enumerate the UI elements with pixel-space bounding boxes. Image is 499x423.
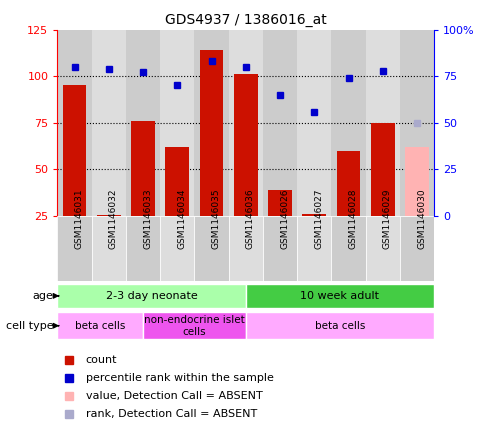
Bar [302,214,326,216]
Bar [229,216,263,281]
Text: percentile rank within the sample: percentile rank within the sample [86,373,273,383]
Bar [143,312,246,339]
Bar [336,151,360,216]
Text: GSM1146033: GSM1146033 [143,189,152,249]
Text: value, Detection Call = ABSENT: value, Detection Call = ABSENT [86,391,262,401]
Bar [297,30,331,216]
Bar [246,312,434,339]
Text: GSM1146028: GSM1146028 [348,189,357,249]
Bar [195,216,229,281]
Bar [366,30,400,216]
Bar [131,121,155,216]
Bar [160,216,195,281]
Bar [195,30,229,216]
Text: GSM1146036: GSM1146036 [246,189,255,249]
Text: GSM1146034: GSM1146034 [177,189,186,249]
Text: beta cells: beta cells [315,321,365,331]
Text: GSM1146035: GSM1146035 [212,189,221,249]
Bar [92,216,126,281]
Text: GSM1146030: GSM1146030 [417,189,426,249]
Bar [400,30,434,216]
Bar [57,30,92,216]
Title: GDS4937 / 1386016_at: GDS4937 / 1386016_at [165,13,327,27]
Text: age: age [33,291,53,301]
Text: GSM1146031: GSM1146031 [74,189,83,249]
Text: rank, Detection Call = ABSENT: rank, Detection Call = ABSENT [86,409,257,419]
Text: GSM1146032: GSM1146032 [109,189,118,249]
Bar [57,283,246,308]
Bar [165,147,189,216]
Bar [126,30,160,216]
Bar [263,216,297,281]
Text: 2-3 day neonate: 2-3 day neonate [106,291,198,301]
Text: 10 week adult: 10 week adult [300,291,379,301]
Bar [331,30,366,216]
Bar [200,50,224,216]
Bar [297,216,331,281]
Bar [57,312,143,339]
Text: GSM1146026: GSM1146026 [280,189,289,249]
Bar [234,74,258,216]
Bar [97,215,121,216]
Bar [263,30,297,216]
Bar [229,30,263,216]
Bar [405,147,429,216]
Bar [366,216,400,281]
Bar [62,85,86,216]
Bar [57,216,92,281]
Text: non-endocrine islet
cells: non-endocrine islet cells [144,315,245,337]
Bar [371,123,395,216]
Bar [268,190,292,216]
Text: cell type: cell type [6,321,53,331]
Bar [92,30,126,216]
Bar [331,216,366,281]
Text: GSM1146027: GSM1146027 [314,189,323,249]
Bar [246,283,434,308]
Bar [160,30,195,216]
Text: count: count [86,355,117,365]
Bar [126,216,160,281]
Text: beta cells: beta cells [75,321,125,331]
Text: GSM1146029: GSM1146029 [383,189,392,249]
Bar [400,216,434,281]
